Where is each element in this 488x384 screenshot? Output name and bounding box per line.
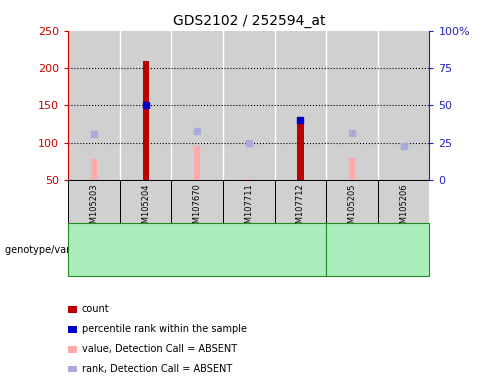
Text: sta1-1 mutant: sta1-1 mutant <box>338 245 417 255</box>
Bar <box>378 180 429 223</box>
Title: GDS2102 / 252594_at: GDS2102 / 252594_at <box>173 14 325 28</box>
Bar <box>171 180 223 223</box>
Bar <box>120 180 171 223</box>
Text: GSM105203: GSM105203 <box>90 184 99 234</box>
Text: rank, Detection Call = ABSENT: rank, Detection Call = ABSENT <box>82 364 232 374</box>
Text: GSM105205: GSM105205 <box>347 184 357 234</box>
Text: GSM105204: GSM105204 <box>141 184 150 234</box>
Bar <box>246 179 252 180</box>
Bar <box>326 180 378 223</box>
Bar <box>326 31 378 180</box>
Bar <box>275 31 326 180</box>
Bar <box>349 158 355 180</box>
Text: genotype/variation  ▶: genotype/variation ▶ <box>5 245 111 255</box>
Bar <box>223 180 275 223</box>
Text: count: count <box>82 304 110 314</box>
Text: GSM107712: GSM107712 <box>296 184 305 234</box>
Text: GSM105206: GSM105206 <box>399 184 408 234</box>
Bar <box>142 61 149 180</box>
Bar <box>68 180 120 223</box>
Text: value, Detection Call = ABSENT: value, Detection Call = ABSENT <box>82 344 237 354</box>
Text: GSM107711: GSM107711 <box>244 184 253 234</box>
Text: GSM107670: GSM107670 <box>193 184 202 234</box>
Bar <box>91 159 97 180</box>
Text: percentile rank within the sample: percentile rank within the sample <box>82 324 247 334</box>
Bar <box>171 31 223 180</box>
Bar <box>194 146 201 180</box>
Bar <box>275 180 326 223</box>
Bar <box>223 31 275 180</box>
Bar <box>68 31 120 180</box>
Bar <box>378 31 429 180</box>
Bar <box>297 117 304 180</box>
Text: wild type: wild type <box>172 245 223 255</box>
Bar <box>120 31 171 180</box>
